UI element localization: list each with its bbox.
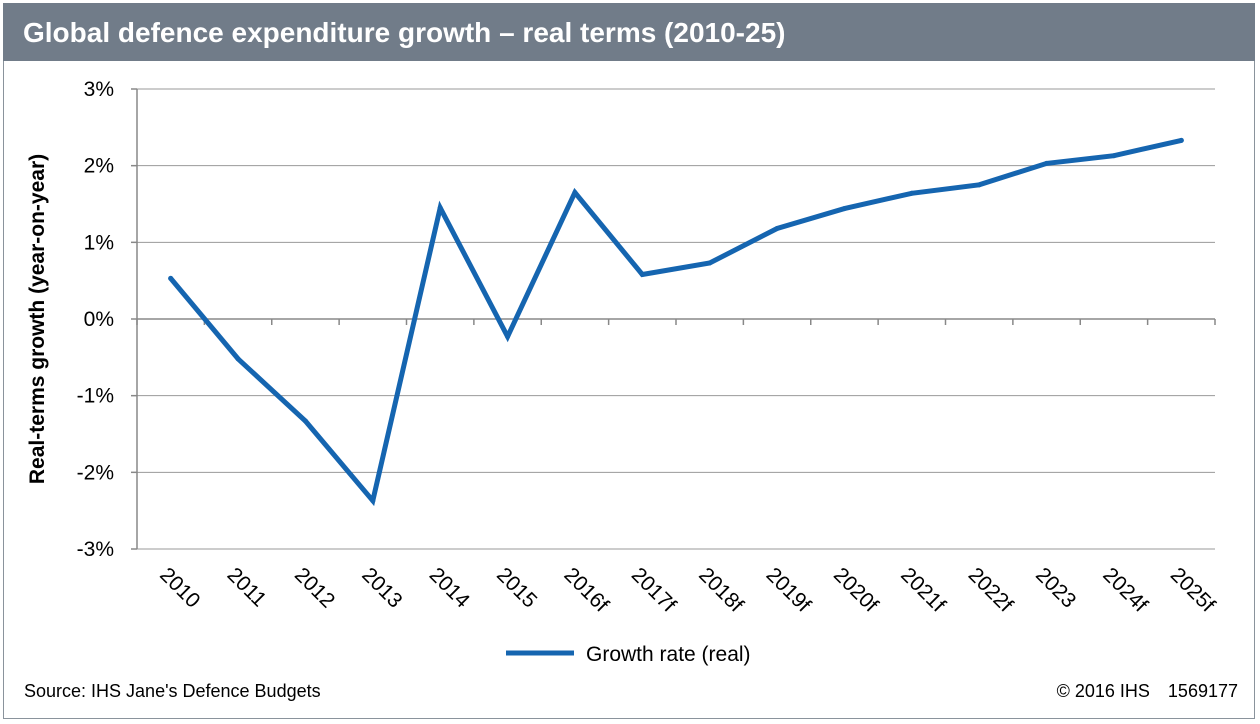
title-bar: Global defence expenditure growth – real… <box>3 3 1255 61</box>
label-layer: 3% 2% 1% 0% -1% -2% -3% 2010 2011 2012 2013 2014 201… <box>26 78 1219 617</box>
legend-label: Growth rate (real) <box>586 643 751 666</box>
data-point <box>1044 160 1050 166</box>
data-point <box>841 206 847 212</box>
x-tick-label: 2011 <box>223 563 271 611</box>
x-tick-label: 2022f <box>964 563 1018 617</box>
x-tick-label: 2013 <box>357 563 406 612</box>
data-point <box>1111 153 1117 159</box>
y-tick-label: 1% <box>84 231 114 254</box>
data-point <box>774 226 780 232</box>
x-tick-label: 2014 <box>425 563 475 613</box>
series-layer <box>168 137 1184 507</box>
x-tick-label: 2018f <box>694 563 748 617</box>
data-point <box>168 275 174 281</box>
x-tick-label: 2015 <box>492 563 541 612</box>
data-point <box>1178 137 1184 143</box>
series-line-growth-rate <box>168 137 1184 507</box>
data-point <box>505 334 511 340</box>
x-tick-label: 2017f <box>627 563 681 617</box>
y-tick-label: -3% <box>77 538 114 561</box>
data-point <box>909 190 915 196</box>
data-point <box>437 205 443 211</box>
data-point <box>302 418 308 424</box>
axis-layer <box>131 88 1216 550</box>
y-tick-label: 3% <box>84 78 114 101</box>
y-tick-label: 0% <box>84 308 114 331</box>
data-point <box>639 272 645 278</box>
x-tick-label: 2025f <box>1166 563 1220 617</box>
legend: Growth rate (real) <box>506 643 751 666</box>
data-point <box>370 498 376 504</box>
chart-title: Global defence expenditure growth – real… <box>23 17 786 48</box>
data-point <box>235 356 241 362</box>
x-tick-label: 2016f <box>559 563 613 617</box>
x-tick-label: 2010 <box>155 563 204 612</box>
chart-id: 1569177 <box>1167 681 1238 701</box>
data-point <box>707 260 713 266</box>
x-tick-label: 2012 <box>290 563 339 612</box>
x-tick-label: 2021f <box>896 563 950 617</box>
copyright-block: © 2016 IHS 1569177 <box>1039 681 1238 702</box>
data-point <box>976 182 982 188</box>
y-tick-label: 2% <box>84 155 114 178</box>
y-tick-label: -2% <box>77 461 114 484</box>
x-tick-label: 2020f <box>829 563 883 617</box>
source-note: Source: IHS Jane's Defence Budgets <box>24 681 321 701</box>
chart-frame <box>3 3 1255 719</box>
y-tick-label: -1% <box>77 385 114 408</box>
data-point <box>572 190 578 195</box>
copyright-text: © 2016 IHS <box>1056 681 1150 701</box>
y-axis-title: Real-terms growth (year-on-year) <box>26 154 49 484</box>
x-tick-label: 2024f <box>1098 563 1152 617</box>
x-tick-label: 2023 <box>1031 563 1080 612</box>
x-tick-label: 2019f <box>762 563 816 617</box>
